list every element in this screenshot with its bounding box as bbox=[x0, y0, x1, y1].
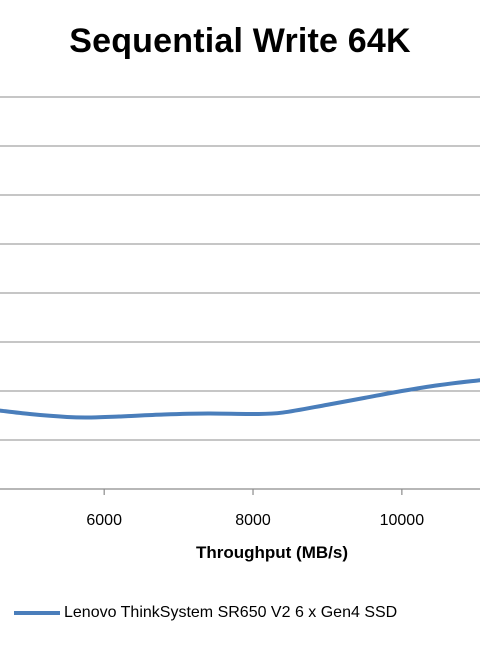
legend-swatch bbox=[14, 611, 60, 615]
gridlines bbox=[0, 96, 480, 441]
x-axis-label: Throughput (MB/s) bbox=[196, 543, 348, 562]
x-tick-labels: 6000 8000 10000 bbox=[86, 489, 424, 529]
line-chart: 6000 8000 10000 Throughput (MB/s) bbox=[0, 96, 480, 562]
chart-title: Sequential Write 64K bbox=[69, 22, 411, 60]
series-line-1 bbox=[0, 378, 480, 420]
legend-label-series-1: Lenovo ThinkSystem SR650 V2 6 x Gen4 SSD bbox=[64, 604, 398, 621]
legend: Lenovo ThinkSystem SR650 V2 6 x Gen4 SSD bbox=[0, 600, 397, 626]
x-tick-label: 8000 bbox=[235, 512, 271, 529]
x-tick-label: 6000 bbox=[86, 512, 122, 529]
x-tick-label: 10000 bbox=[380, 512, 425, 529]
series-lines bbox=[0, 378, 480, 420]
